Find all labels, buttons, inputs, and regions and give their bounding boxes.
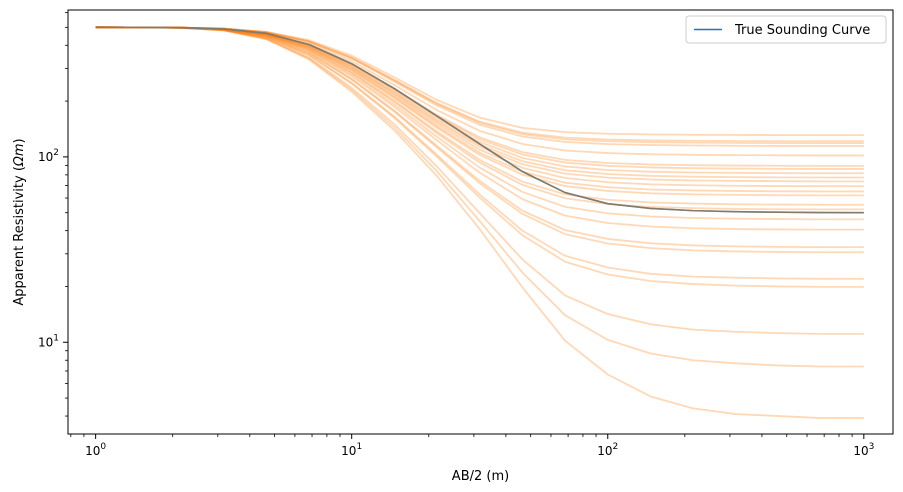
x-tick-label-0: 100 [85, 442, 106, 458]
true-sounding-curve [95, 26, 864, 214]
x-tick-label-3: 103 [853, 442, 874, 458]
y-axis-label-math: Ωm [12, 143, 27, 167]
x-axis-label: AB/2 (m) [452, 469, 509, 484]
y-axis-label-main: Apparent Resistivity ( [12, 166, 27, 306]
x-tick-label-2: 102 [597, 442, 618, 458]
sample-curve-20 [95, 26, 864, 280]
x-tick-label-1: 101 [341, 442, 362, 458]
y-axis-label-end: ) [12, 138, 27, 143]
legend: True Sounding Curve [685, 15, 887, 44]
y-axis-label: Apparent Resistivity (Ωm) [12, 138, 27, 305]
sample-curve-19 [95, 26, 864, 254]
plot-frame [67, 9, 894, 435]
series-layer [95, 26, 864, 419]
legend-box [685, 15, 887, 44]
legend-entry-true-curve: True Sounding Curve [734, 23, 870, 38]
y-tick-label-0: 101 [38, 333, 59, 349]
axes-layer: 100 101 102 103 101 102 [38, 12, 874, 458]
sample-curve-22 [95, 26, 864, 335]
sample-curve-21 [95, 26, 864, 288]
sample-curve-23 [95, 26, 864, 368]
sample-curve-24 [95, 26, 864, 419]
true-curve-overlay [95, 26, 864, 214]
y-tick-label-1: 102 [38, 148, 59, 164]
